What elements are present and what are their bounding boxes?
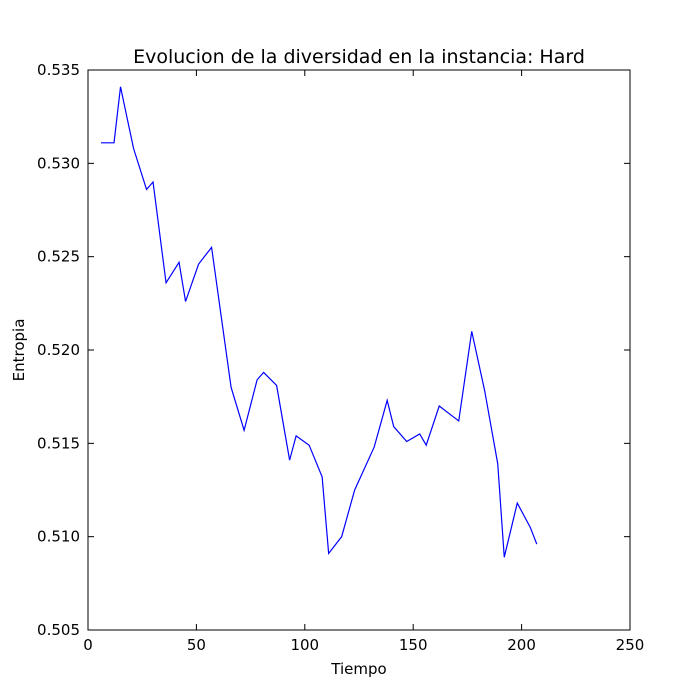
x-tick-label: 50 bbox=[187, 636, 206, 654]
x-tick-label: 0 bbox=[83, 636, 93, 654]
y-tick-label: 0.535 bbox=[37, 61, 80, 79]
x-tick-label: 250 bbox=[616, 636, 645, 654]
y-tick-label: 0.525 bbox=[37, 248, 80, 266]
y-axis-title: Entropia bbox=[10, 319, 28, 382]
ticks-layer: 0 50 100 150 200 250 0.505 0.510 0.515 0.520 0.525… bbox=[37, 61, 644, 654]
y-tick-label: 0.510 bbox=[37, 528, 80, 546]
x-tick-label: 200 bbox=[507, 636, 536, 654]
y-tick-label: 0.505 bbox=[37, 621, 80, 639]
y-tick-label: 0.530 bbox=[37, 154, 80, 172]
x-tick-label: 150 bbox=[399, 636, 428, 654]
plot-area bbox=[88, 70, 630, 630]
series-layer bbox=[101, 86, 538, 558]
x-axis-title: Tiempo bbox=[330, 660, 386, 678]
series-line bbox=[101, 86, 538, 558]
y-tick-label: 0.520 bbox=[37, 341, 80, 359]
y-tick-label: 0.515 bbox=[37, 434, 80, 452]
chart-title: Evolucion de la diversidad en la instanc… bbox=[133, 46, 585, 68]
x-tick-label: 100 bbox=[290, 636, 319, 654]
